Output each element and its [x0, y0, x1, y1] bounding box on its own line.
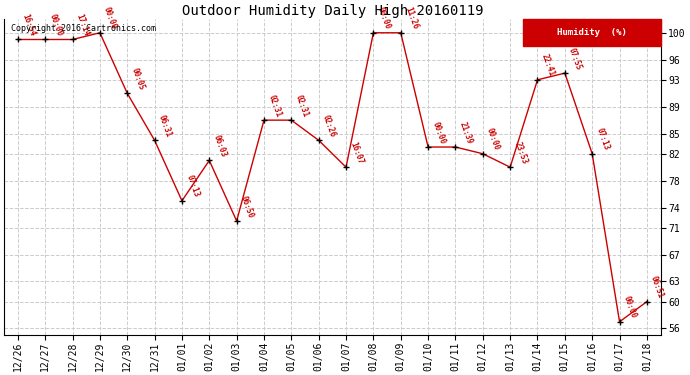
- Text: 00:00: 00:00: [431, 120, 446, 145]
- Text: Copyright 2016 Cartronics.com: Copyright 2016 Cartronics.com: [11, 24, 156, 33]
- Text: 22:41: 22:41: [540, 53, 556, 78]
- Text: 00:00: 00:00: [622, 295, 638, 320]
- Bar: [523, 20, 660, 46]
- Text: 07:13: 07:13: [594, 127, 611, 152]
- Text: 17:14: 17:14: [75, 13, 91, 38]
- Text: 06:51: 06:51: [649, 275, 665, 300]
- Text: 06:31: 06:31: [157, 114, 173, 138]
- Text: 16:07: 16:07: [348, 140, 364, 165]
- Text: 00:00: 00:00: [102, 6, 119, 31]
- Text: 16:54: 16:54: [20, 13, 37, 38]
- Text: 21:39: 21:39: [457, 120, 474, 145]
- Text: 07:13: 07:13: [184, 174, 201, 199]
- Text: 00:00: 00:00: [48, 13, 63, 38]
- Text: 23:53: 23:53: [513, 140, 529, 165]
- Text: 07:55: 07:55: [567, 46, 584, 71]
- Text: 02:31: 02:31: [293, 93, 310, 118]
- Text: 02:31: 02:31: [266, 93, 282, 118]
- Text: 00:05: 00:05: [130, 66, 146, 91]
- Text: 11:26: 11:26: [403, 6, 420, 31]
- Title: Outdoor Humidity Daily High 20160119: Outdoor Humidity Daily High 20160119: [181, 4, 483, 18]
- Text: 06:03: 06:03: [211, 134, 228, 159]
- Text: 02:26: 02:26: [321, 114, 337, 138]
- Text: 06:50: 06:50: [239, 194, 255, 219]
- Text: Humidity  (%): Humidity (%): [557, 28, 627, 37]
- Text: 00:00: 00:00: [375, 6, 392, 31]
- Text: 00:00: 00:00: [485, 127, 502, 152]
